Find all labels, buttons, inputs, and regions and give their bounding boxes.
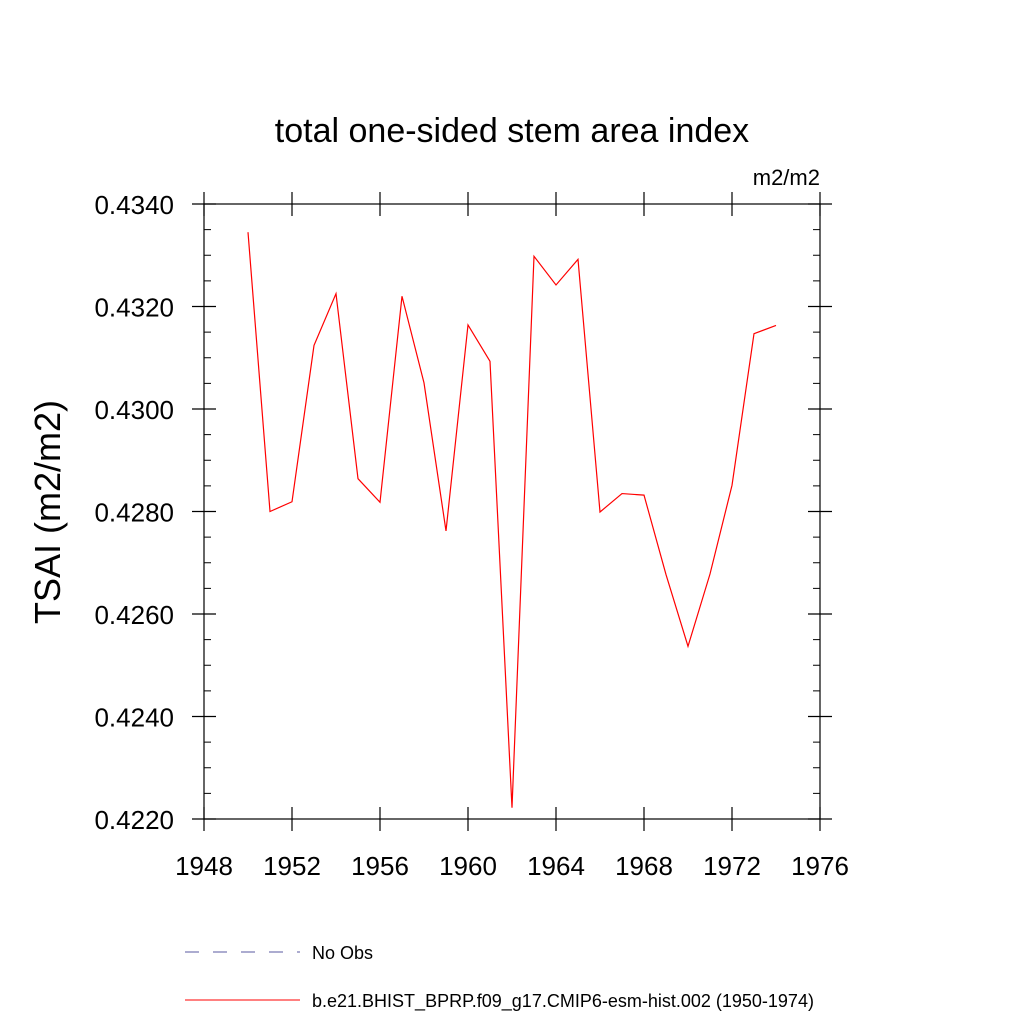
y-tick-label: 0.4260 [94,600,174,630]
series-lines [247,232,777,808]
y-tick-label: 0.4340 [94,190,174,220]
x-tick-label: 1948 [175,851,233,881]
x-tick-label: 1964 [527,851,585,881]
y-tick-label: 0.4280 [94,498,174,528]
x-tick-label: 1952 [263,851,321,881]
y-tick-label: 0.4240 [94,703,174,733]
plot-frame [203,203,821,820]
y-tick-label: 0.4320 [94,293,174,323]
y-axis-label: TSAI (m2/m2) [27,400,68,624]
x-tick-label: 1976 [791,851,849,881]
series-line-0 [247,232,777,808]
y-tick-label: 0.4300 [94,395,174,425]
x-axis-ticks: 1948 1952 1956 1960 1964 1968 1972 1976 [175,192,849,881]
units-label: m2/m2 [753,165,820,190]
y-axis-ticks: 0.4220 0.4240 0.4260 0.4280 0.4300 0.4320 0.43… [94,190,832,835]
legend: No Obs b.e21.BHIST_BPRP.f09_g17.CMIP6-esm… [185,943,814,1012]
chart-title: total one-sided stem area index [275,112,749,150]
x-tick-label: 1968 [615,851,673,881]
x-tick-label: 1972 [703,851,761,881]
y-tick-label: 0.4220 [94,805,174,835]
x-tick-label: 1960 [439,851,497,881]
x-tick-label: 1956 [351,851,409,881]
legend-label: b.e21.BHIST_BPRP.f09_g17.CMIP6-esm-hist.… [312,991,814,1012]
legend-label: No Obs [312,943,373,963]
